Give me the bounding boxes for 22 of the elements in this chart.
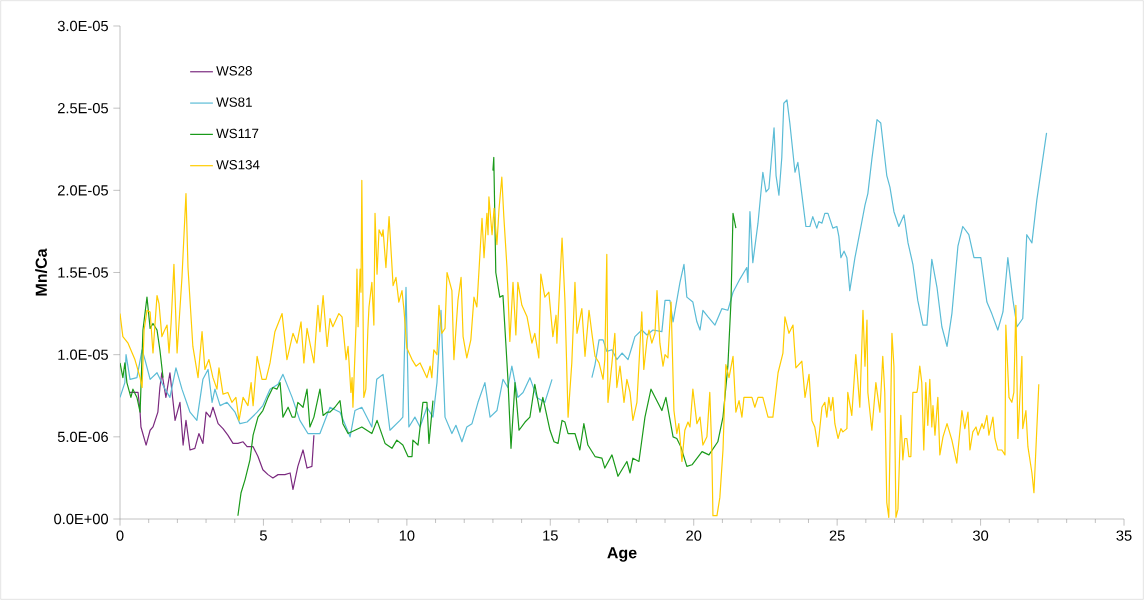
x-tick-label: 5 [259,530,267,541]
y-tick-label: 5.0E-06 [57,431,108,443]
y-tick-label: 1.5E-05 [58,267,108,278]
y-tick-label: 0.0E+00 [54,513,109,525]
x-tick-label: 15 [543,530,558,541]
x-tick-label: 25 [829,530,845,541]
legend-label: WS28 [216,66,252,76]
x-tick-label: 20 [686,530,702,541]
x-axis-title: Age [607,547,637,562]
x-tick-label: 35 [1116,530,1132,541]
legend-label: WS117 [216,128,259,139]
y-tick-label: 1.0E-05 [58,349,108,360]
legend-label: WS134 [216,160,260,170]
x-tick-label: 30 [972,530,989,541]
y-tick-label: 2.5E-05 [57,102,108,114]
y-tick-label: 2.0E-05 [57,185,108,196]
x-tick-label: 10 [399,530,415,541]
line-series [129,372,315,491]
x-tick-label: 0 [116,530,124,541]
y-axis-title: Mn/Ca [35,248,48,296]
y-tick-label: 3.0E-05 [57,20,108,32]
legend-label: WS81 [216,97,252,107]
